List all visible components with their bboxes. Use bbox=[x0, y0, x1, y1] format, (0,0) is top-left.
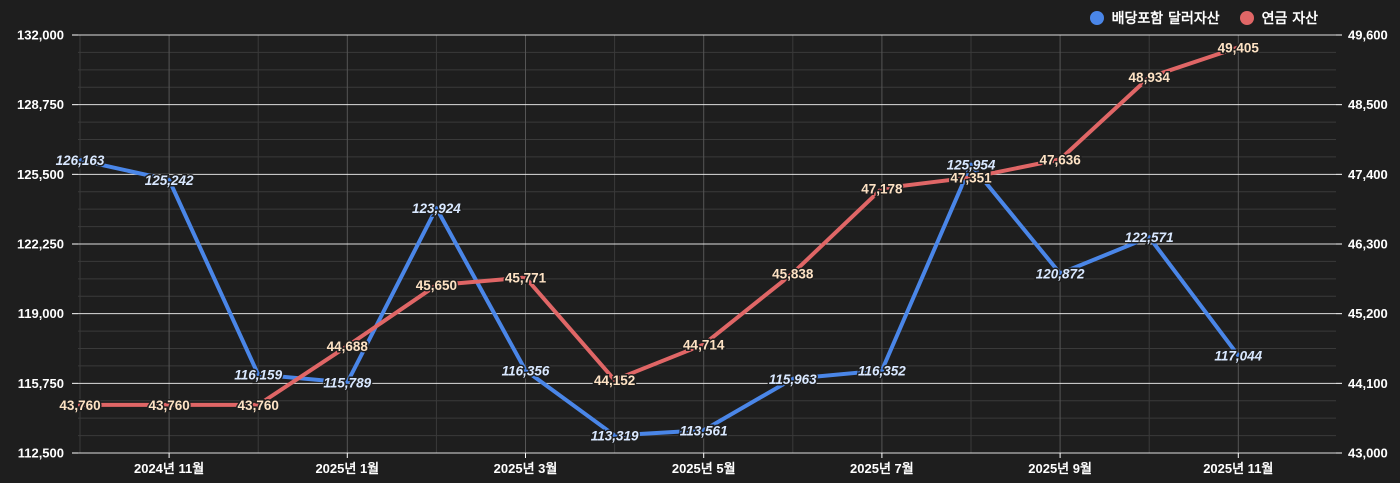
left-axis-tick-label: 119,000 bbox=[18, 306, 64, 321]
right-axis-tick-label: 48,500 bbox=[1348, 97, 1388, 112]
data-label-pension-assets: 44,714 bbox=[683, 337, 725, 352]
major-grid bbox=[72, 34, 1342, 454]
right-axis-tick-label: 45,200 bbox=[1348, 306, 1388, 321]
data-label-dollar-assets: 120,872 bbox=[1036, 267, 1085, 282]
legend-item-pension-assets[interactable]: 연금 자산 bbox=[1239, 8, 1318, 28]
x-axis: 2024년 11월 2025년 1월 2025년 3월 2025년 5월 2025년 7… bbox=[134, 453, 1273, 476]
data-labels: 126,163 125,242 116,159 115,789 123,924 116,3… bbox=[54, 39, 1264, 445]
data-label-dollar-assets: 117,044 bbox=[1214, 349, 1262, 364]
data-label-dollar-assets: 126,163 bbox=[56, 153, 105, 168]
data-label-pension-assets: 45,771 bbox=[505, 271, 547, 286]
left-axis-tick-label: 125,500 bbox=[17, 167, 64, 182]
left-axis-tick-label: 115,750 bbox=[18, 376, 64, 391]
data-label-dollar-assets: 116,356 bbox=[502, 363, 550, 378]
series-lines bbox=[78, 45, 1241, 438]
left-y-axis: 112,500 115,750 119,000 122,250 125,500 128,7… bbox=[17, 28, 64, 461]
series-line-pension-assets bbox=[78, 45, 1241, 407]
x-axis-tick-label: 2024년 11월 bbox=[134, 461, 204, 476]
data-label-pension-assets: 44,152 bbox=[594, 373, 635, 388]
data-label-pension-assets: 47,178 bbox=[861, 181, 903, 196]
data-label-pension-assets: 43,760 bbox=[148, 398, 189, 413]
data-label-dollar-assets: 116,159 bbox=[234, 368, 282, 383]
data-label-dollar-assets: 113,561 bbox=[680, 423, 728, 438]
right-axis-tick-label: 49,600 bbox=[1348, 28, 1388, 43]
right-axis-tick-label: 44,100 bbox=[1348, 376, 1388, 391]
x-axis-tick-label: 2025년 3월 bbox=[494, 461, 558, 476]
data-label-pension-assets: 44,688 bbox=[327, 339, 369, 354]
chart-legend: 배당포함 달러자산 연금 자산 bbox=[1089, 8, 1318, 28]
data-label-pension-assets: 45,838 bbox=[772, 266, 814, 281]
x-axis-tick-label: 2025년 5월 bbox=[672, 461, 736, 476]
data-label-pension-assets: 49,405 bbox=[1218, 40, 1260, 55]
legend-item-dollar-assets[interactable]: 배당포함 달러자산 bbox=[1089, 8, 1220, 28]
data-label-dollar-assets: 123,924 bbox=[412, 201, 461, 216]
legend-label-dollar-assets: 배당포함 달러자산 bbox=[1111, 11, 1220, 27]
left-axis-tick-label: 112,500 bbox=[18, 446, 64, 461]
data-label-dollar-assets: 113,319 bbox=[591, 428, 639, 443]
data-label-dollar-assets: 122,571 bbox=[1125, 230, 1174, 245]
data-label-pension-assets: 43,760 bbox=[59, 398, 100, 413]
right-axis-tick-label: 43,000 bbox=[1348, 446, 1388, 461]
right-axis-tick-label: 47,400 bbox=[1348, 167, 1388, 182]
x-axis-tick-label: 2025년 1월 bbox=[315, 461, 379, 476]
x-axis-tick-label: 2025년 11월 bbox=[1203, 461, 1273, 476]
data-label-pension-assets: 43,760 bbox=[238, 398, 279, 413]
left-axis-tick-label: 122,250 bbox=[17, 237, 64, 252]
data-label-pension-assets: 47,636 bbox=[1039, 152, 1081, 167]
legend-swatch-blue bbox=[1089, 11, 1104, 25]
data-label-dollar-assets: 125,954 bbox=[947, 158, 996, 173]
x-axis-tick-label: 2025년 9월 bbox=[1028, 461, 1092, 476]
right-y-axis: 43,000 44,100 45,200 46,300 47,400 48,500 49,6… bbox=[1348, 28, 1388, 461]
data-label-dollar-assets: 125,242 bbox=[145, 173, 194, 188]
data-label-dollar-assets: 115,963 bbox=[769, 372, 817, 387]
legend-label-pension-assets: 연금 자산 bbox=[1261, 11, 1318, 27]
x-axis-tick-label: 2025년 7월 bbox=[850, 461, 914, 476]
data-label-pension-assets: 48,934 bbox=[1129, 70, 1171, 85]
series-line-dollar-assets bbox=[78, 158, 1241, 438]
data-label-pension-assets: 47,351 bbox=[950, 170, 992, 185]
left-axis-tick-label: 132,000 bbox=[17, 28, 64, 43]
left-axis-tick-label: 128,750 bbox=[17, 97, 64, 112]
data-label-dollar-assets: 116,352 bbox=[858, 363, 906, 378]
right-axis-tick-label: 46,300 bbox=[1348, 237, 1388, 252]
legend-swatch-red bbox=[1239, 11, 1254, 25]
data-label-pension-assets: 45,650 bbox=[416, 278, 457, 293]
data-label-dollar-assets: 115,789 bbox=[323, 375, 371, 390]
